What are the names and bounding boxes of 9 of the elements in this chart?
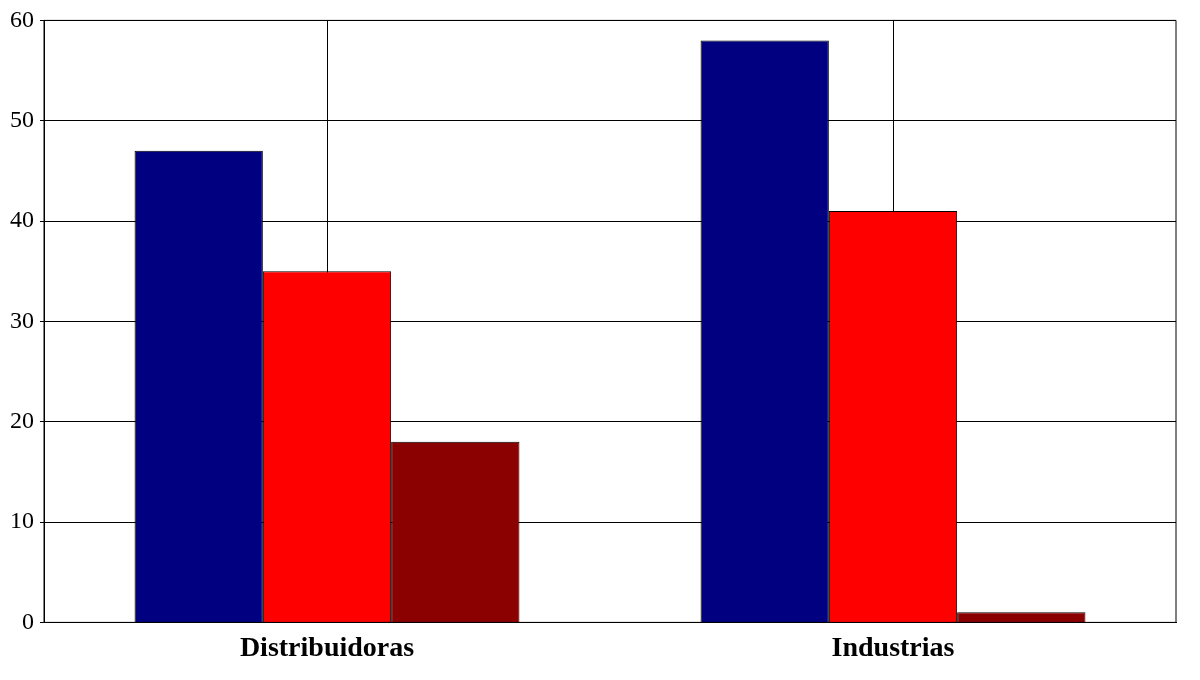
y-tick-label: 40 <box>10 206 34 233</box>
y-tick-label: 0 <box>22 607 34 634</box>
y-tick-label: 60 <box>10 5 34 32</box>
y-tick-label: 30 <box>10 306 34 333</box>
y-tick-label: 20 <box>10 407 34 434</box>
x-tick-label: Distribuidoras <box>239 631 415 663</box>
x-tick-label: Industrias <box>831 631 955 663</box>
y-tick-label: 50 <box>10 106 34 133</box>
y-tick-label: 10 <box>10 507 34 534</box>
